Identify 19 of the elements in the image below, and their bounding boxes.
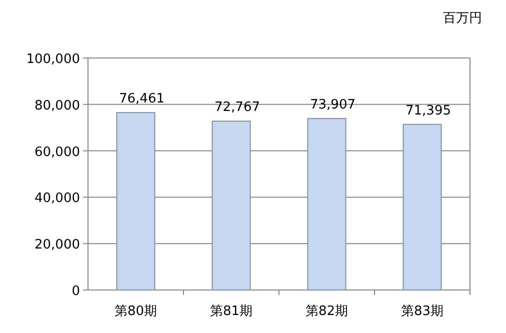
x-tick-label: 第81期	[210, 304, 253, 319]
y-axis-title: 百万円	[443, 11, 482, 26]
data-label: 72,767	[214, 100, 260, 116]
bar	[116, 112, 156, 290]
bar	[307, 118, 346, 290]
x-tick-label: 第80期	[114, 304, 158, 319]
bar	[212, 120, 251, 290]
data-label: 73,907	[310, 98, 356, 113]
x-tick-label: 第83期	[400, 304, 444, 319]
data-label: 76,461	[119, 92, 164, 107]
y-tick-label: 40,000	[34, 191, 80, 206]
x-tick-label: 第82期	[305, 304, 348, 319]
y-tick-label: 80,000	[34, 98, 80, 114]
y-tick-label: 60,000	[34, 144, 80, 160]
y-tick-label: 0	[72, 284, 80, 299]
y-tick-label: 20,000	[34, 238, 80, 253]
bar	[402, 124, 442, 290]
y-tick-label: 100,000	[26, 52, 80, 67]
data-label: 71,395	[406, 103, 451, 118]
